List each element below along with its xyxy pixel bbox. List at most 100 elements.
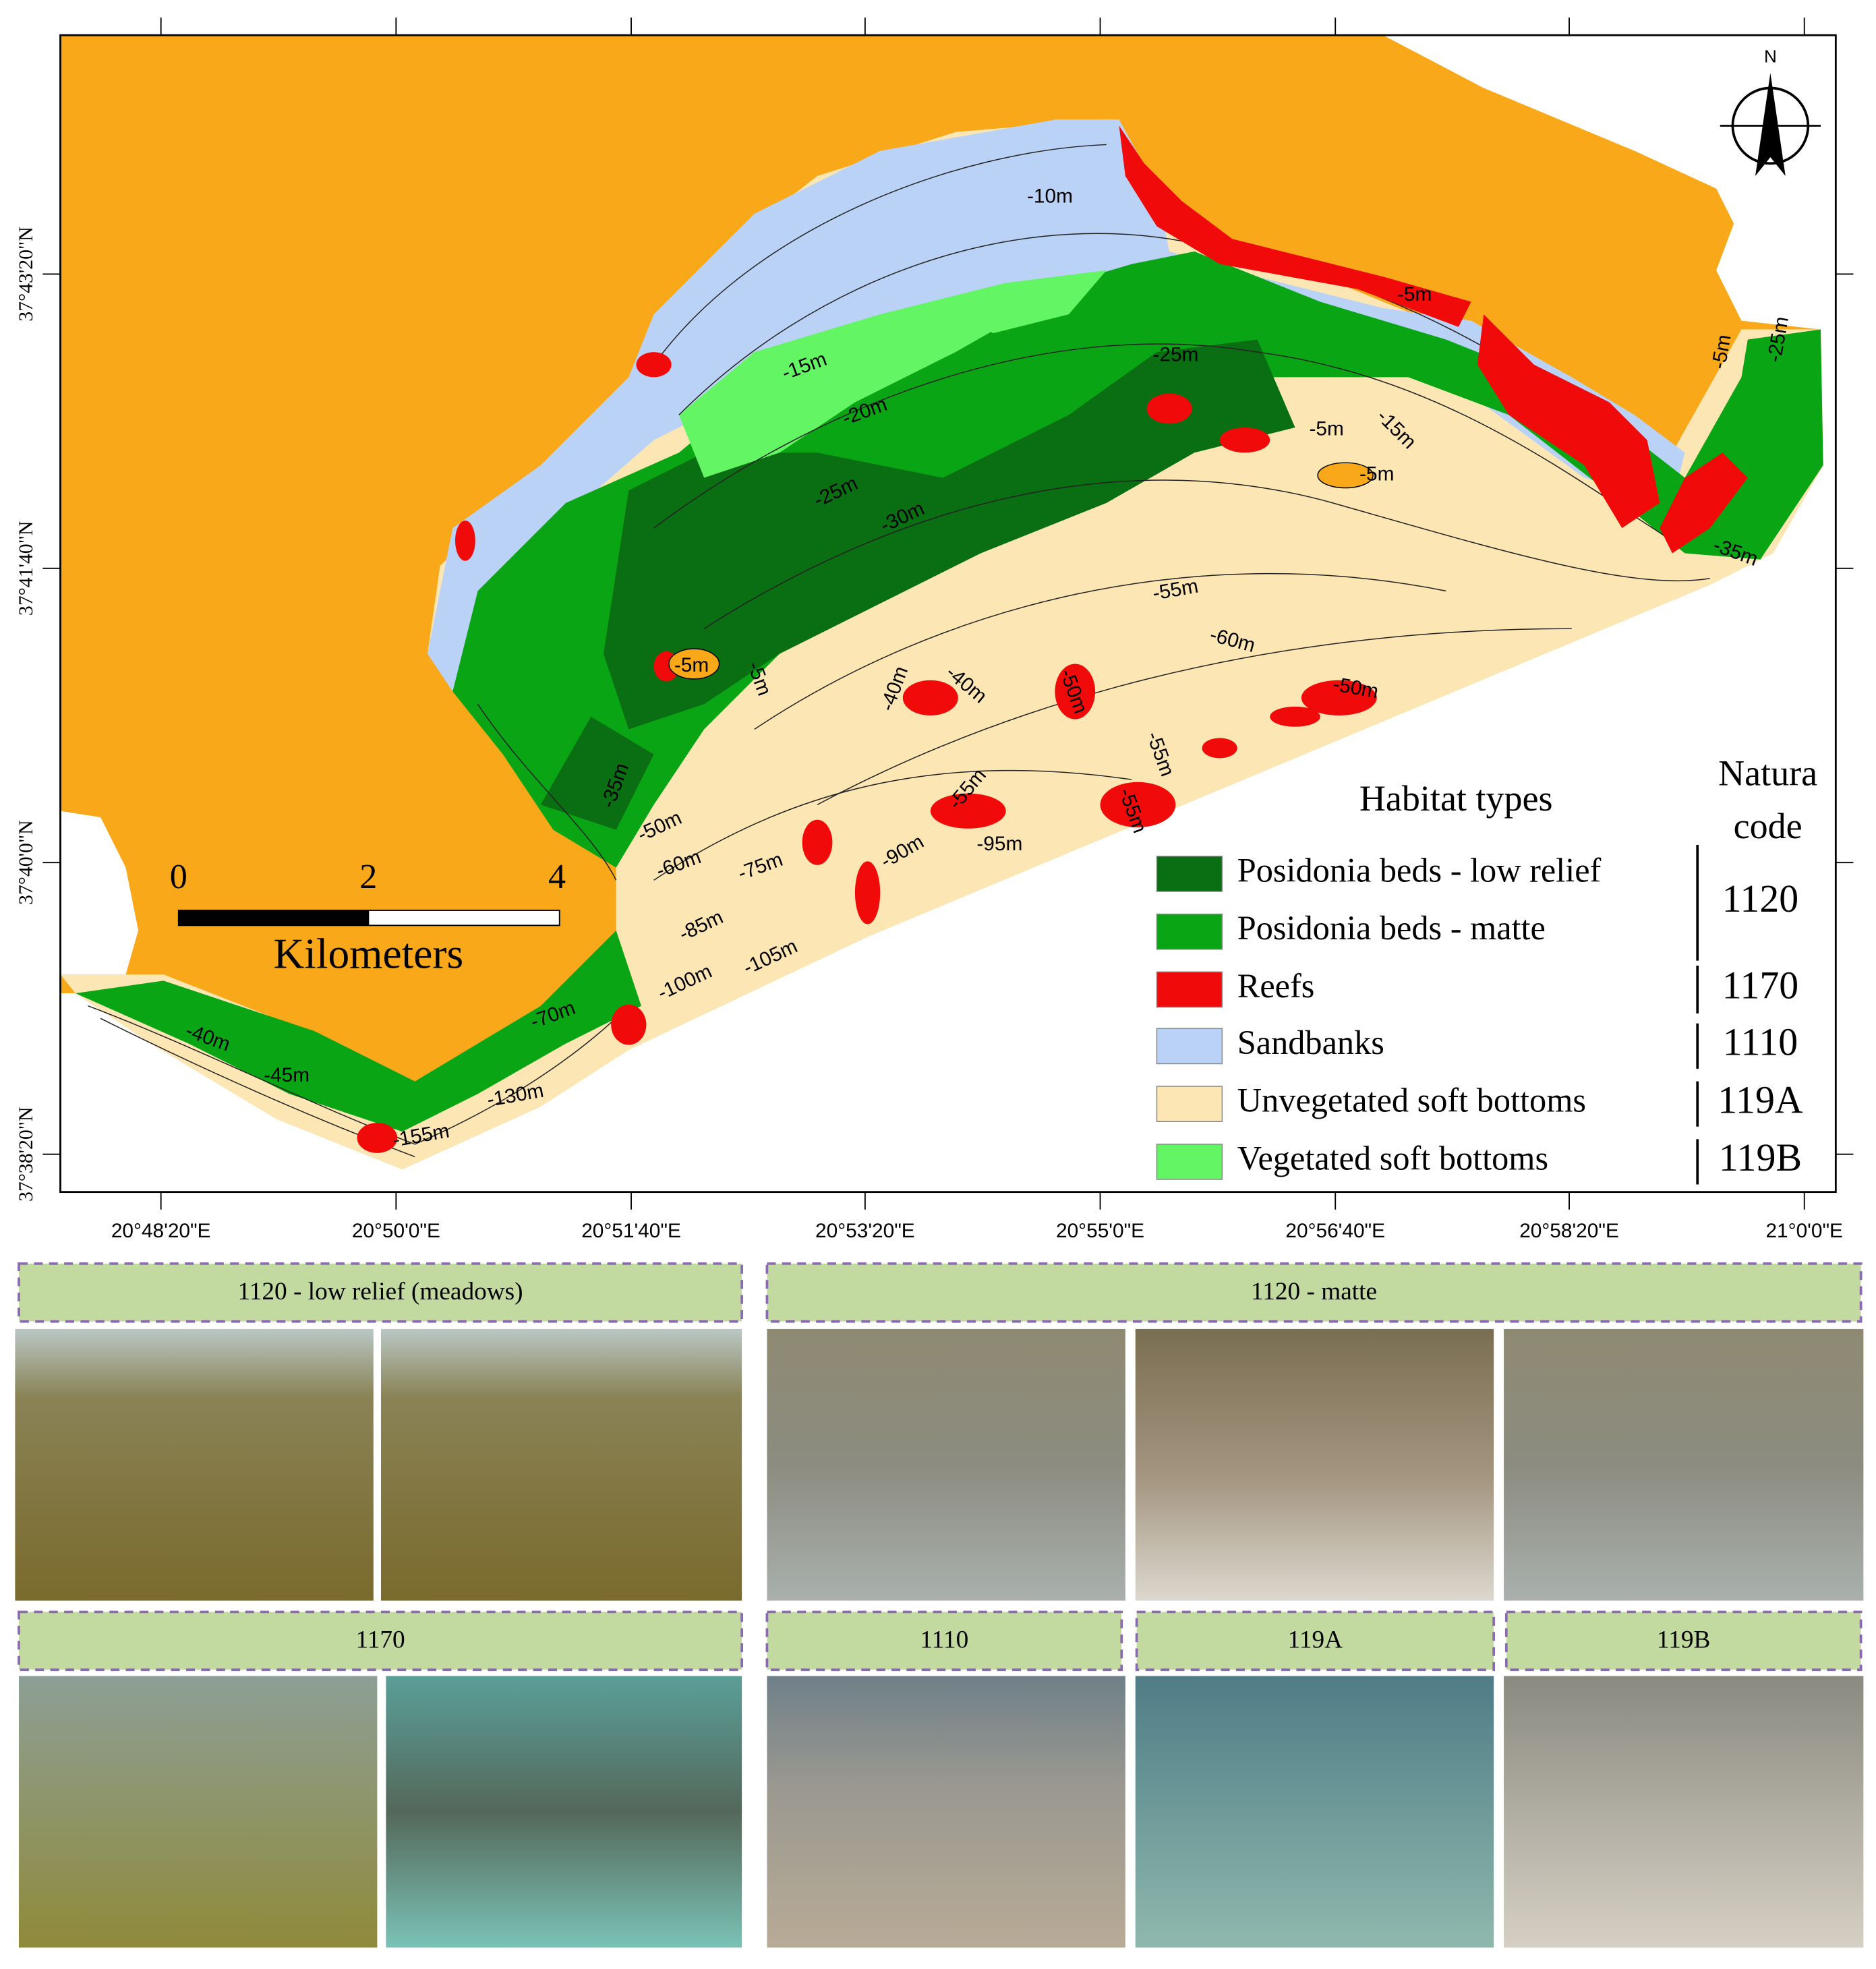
- photo: [1504, 1328, 1864, 1601]
- reef: [854, 861, 881, 924]
- depth-label: -95m: [976, 833, 1022, 855]
- posidonia-low-relief: [540, 716, 654, 830]
- panel-title: 1120 - matte: [1251, 1278, 1377, 1305]
- contour-line: [817, 628, 1572, 806]
- longitude-label: 20°55'0"E: [1056, 1220, 1144, 1242]
- scale-unit: Kilometers: [274, 930, 464, 977]
- panel-title: 1170: [355, 1626, 405, 1654]
- latitude-label: 37°40'0"N: [15, 820, 37, 905]
- map: -10m-5m-15m-20m-25m-30m-25m-5m -15m-5m-5m…: [60, 35, 1836, 1192]
- reef: [636, 352, 672, 378]
- photo: [767, 1676, 1125, 1948]
- legend-swatch: [1156, 1144, 1223, 1180]
- latitude-label: 37°43'20"N: [15, 227, 37, 322]
- reef: [1055, 664, 1096, 719]
- depth-label: -5m: [674, 654, 709, 676]
- panel-header: [765, 1610, 1123, 1672]
- legend-label: Sandbanks: [1237, 1024, 1384, 1061]
- island: [668, 648, 720, 680]
- reef: [455, 520, 475, 561]
- depth-label: -5m: [1397, 283, 1432, 305]
- legend-code: 1110: [1723, 1020, 1798, 1064]
- reef: [1146, 393, 1192, 424]
- panel-title: 1120 - low relief (meadows): [238, 1278, 523, 1305]
- scale-tick: 0: [170, 857, 187, 896]
- island: [1317, 462, 1374, 489]
- scale-tick: 2: [359, 857, 377, 896]
- panel-title: 1110: [920, 1626, 968, 1654]
- latitude-label: 37°41'40"N: [15, 521, 37, 616]
- depth-label: -25m: [1152, 344, 1198, 366]
- sandbanks: [427, 119, 1685, 692]
- scale-tick: 4: [548, 857, 566, 896]
- longitude-label: 20°51'40"E: [581, 1220, 681, 1242]
- depth-label: -5m: [1309, 418, 1343, 440]
- reef: [1477, 314, 1660, 529]
- reef: [1219, 427, 1270, 453]
- open-sea: [60, 329, 1836, 1192]
- latitude-label: 37°38'20"N: [15, 1107, 37, 1202]
- legend-swatch: [1156, 1028, 1223, 1065]
- contour-line: [653, 769, 1132, 881]
- panel-header: [18, 1262, 743, 1323]
- legend-code: 119B: [1719, 1136, 1802, 1179]
- panel-title: 119B: [1657, 1626, 1710, 1654]
- vegetated-soft-bottoms: [678, 289, 1044, 478]
- photo: [18, 1676, 378, 1948]
- legend-swatch: [1156, 971, 1223, 1008]
- reef: [1660, 452, 1748, 554]
- depth-label: -45m: [264, 1064, 310, 1086]
- legend-code: 1170: [1722, 964, 1798, 1007]
- contour-line: [653, 343, 1673, 541]
- contour-line: [703, 479, 1710, 629]
- photo: [1504, 1676, 1864, 1948]
- contour-line: [754, 572, 1446, 730]
- panel-title: 119A: [1288, 1626, 1343, 1654]
- north-arrow: [1755, 73, 1786, 177]
- longitude-label: 20°53'20"E: [815, 1220, 915, 1242]
- panel-header: [18, 1610, 743, 1672]
- vegetated-soft-bottoms: [930, 270, 1107, 334]
- contour-line: [88, 1005, 629, 1145]
- reef: [802, 819, 833, 865]
- legend-swatch: [1156, 856, 1223, 892]
- longitude-label: 20°58'20"E: [1519, 1220, 1619, 1242]
- reef: [1301, 680, 1377, 715]
- legend-code-title: code: [1734, 806, 1802, 846]
- legend-code: 1120: [1722, 877, 1798, 920]
- photo: [767, 1328, 1125, 1601]
- posidonia-low-relief: [604, 339, 1295, 730]
- reef: [902, 680, 958, 715]
- reef: [611, 1004, 647, 1045]
- overlay: 20°48'20"E 20°50'0"E 20°51'40"E 20°53'20"E 2…: [15, 18, 1864, 1948]
- legend-swatch: [1156, 1086, 1223, 1122]
- legend-label: Posidonia beds - matte: [1237, 909, 1546, 947]
- legend-label: Reefs: [1237, 967, 1315, 1005]
- panel-header: [1135, 1610, 1496, 1672]
- legend-swatch: [1156, 913, 1223, 950]
- longitude-label: 20°48'20"E: [111, 1220, 211, 1242]
- photo: [1135, 1328, 1494, 1601]
- reef: [1270, 706, 1320, 727]
- contour-line: [477, 703, 617, 881]
- sea-nw: [1716, 188, 1836, 330]
- legend-label: Vegetated soft bottoms: [1237, 1139, 1548, 1177]
- posidonia-matte: [75, 930, 641, 1132]
- legend-label: Posidonia beds - low relief: [1237, 851, 1602, 889]
- photo: [380, 1328, 742, 1601]
- reef: [930, 793, 1006, 829]
- depth-label: -5m: [1359, 463, 1394, 486]
- map-frame: [59, 34, 1837, 1194]
- photo: [386, 1676, 742, 1948]
- reef: [1100, 782, 1176, 827]
- scale-bar: [177, 910, 370, 927]
- depth-label: -10m: [1027, 185, 1073, 208]
- legend-title: Habitat types: [1359, 778, 1553, 819]
- panel-header: [765, 1262, 1863, 1323]
- photo: [15, 1328, 374, 1601]
- reef: [357, 1123, 398, 1153]
- panel-header: [1504, 1610, 1863, 1672]
- sea-sw: [60, 811, 139, 975]
